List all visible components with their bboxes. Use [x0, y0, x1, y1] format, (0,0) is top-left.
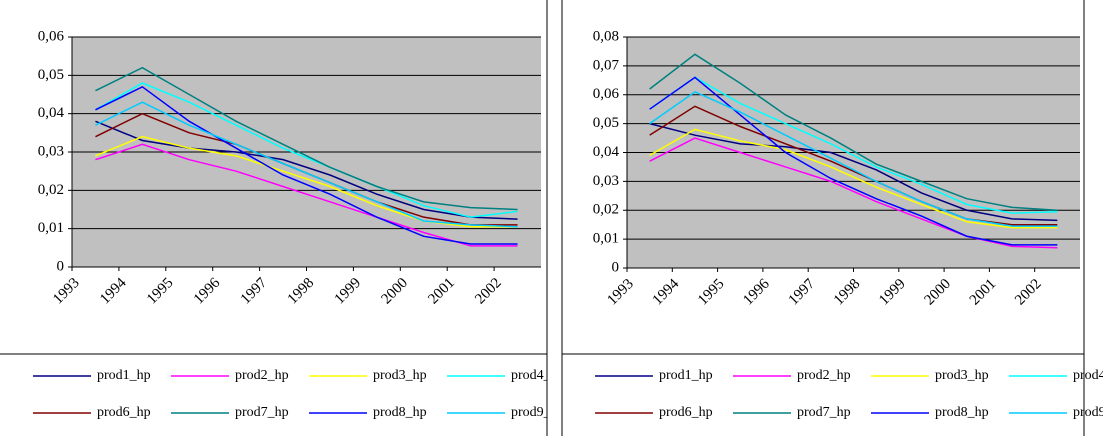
series-line [649, 128, 1058, 229]
legend-label: prod4_hp [1073, 368, 1103, 383]
x-tick-label: 1996 [740, 276, 773, 309]
x-tick-label: 1998 [285, 275, 318, 308]
x-tick-label: 2002 [1012, 276, 1045, 309]
y-tick-label: 0,05 [593, 115, 619, 131]
legend-label: prod7_hp [235, 405, 289, 420]
series-line [649, 122, 1058, 222]
x-tick-label: 2002 [472, 275, 505, 308]
legend-label: prod1_hp [97, 368, 151, 383]
legend-label: prod2_hp [235, 368, 289, 383]
x-tick-label: 1995 [144, 275, 177, 308]
y-tick-label: 0,05 [38, 67, 64, 83]
y-tick-label: 0,03 [38, 143, 64, 159]
legend-label: prod9_hp [511, 405, 565, 420]
x-tick-label: 1995 [695, 276, 728, 309]
x-tick-label: 1996 [191, 275, 224, 308]
legend: prod1_hp prod2_hp prod3_hp prod4_hp prod6_hp… [33, 368, 565, 420]
y-tick-label: 0,02 [38, 182, 64, 198]
legend-label: prod2_hp [797, 368, 851, 383]
x-tick-label: 1993 [604, 276, 637, 309]
legend-label: prod3_hp [935, 368, 989, 383]
series-line [649, 76, 1058, 246]
y-tick-label: 0,03 [593, 173, 619, 189]
series-line [649, 76, 1058, 214]
y-tick-label: 0,06 [38, 28, 65, 44]
legend: prod1_hp prod2_hp prod3_hp prod4_hp prod6_hp… [595, 368, 1103, 420]
legend-label: prod4_hp [511, 368, 565, 383]
legend-label: prod1_hp [659, 368, 713, 383]
x-tick-label: 1999 [332, 275, 365, 308]
series-line [95, 82, 518, 218]
series-line [95, 120, 518, 220]
legend-label: prod9_hp [1073, 405, 1103, 420]
y-tick-label: 0 [612, 259, 620, 275]
legend-label: prod6_hp [659, 405, 713, 420]
y-tick-label: 0,01 [593, 231, 619, 247]
x-tick-label: 2000 [378, 275, 411, 308]
y-tick-label: 0 [57, 258, 65, 274]
y-tick-label: 0,07 [593, 57, 620, 73]
series-line [95, 101, 518, 228]
legend-label: prod7_hp [797, 405, 851, 420]
series-line [649, 53, 1058, 211]
legend-label: prod3_hp [373, 368, 427, 383]
x-tick-label: 1997 [238, 275, 271, 308]
series-line [649, 91, 1058, 227]
y-tick-label: 0,01 [38, 220, 64, 236]
legend-label: prod6_hp [97, 405, 151, 420]
y-tick-label: 0,04 [593, 144, 620, 160]
x-tick-label: 1993 [50, 275, 83, 308]
legend-label: prod8_hp [373, 405, 427, 420]
legend-label: prod8_hp [935, 405, 989, 420]
series-line [95, 85, 518, 245]
y-tick-label: 0,04 [38, 105, 65, 121]
x-tick-label: 2000 [921, 276, 954, 309]
x-tick-label: 2001 [967, 276, 1000, 309]
y-tick-label: 0,06 [593, 86, 620, 102]
x-tick-label: 2001 [425, 275, 458, 308]
series-line [95, 135, 518, 228]
y-tick-label: 0,02 [593, 202, 619, 218]
series-line [95, 66, 518, 211]
series-line [95, 143, 518, 247]
x-tick-label: 1998 [831, 276, 864, 309]
x-tick-label: 1994 [97, 275, 130, 308]
y-tick-label: 0,08 [593, 28, 619, 44]
x-tick-label: 1997 [786, 276, 819, 309]
x-tick-label: 1994 [650, 276, 683, 309]
x-tick-label: 1999 [876, 276, 909, 309]
